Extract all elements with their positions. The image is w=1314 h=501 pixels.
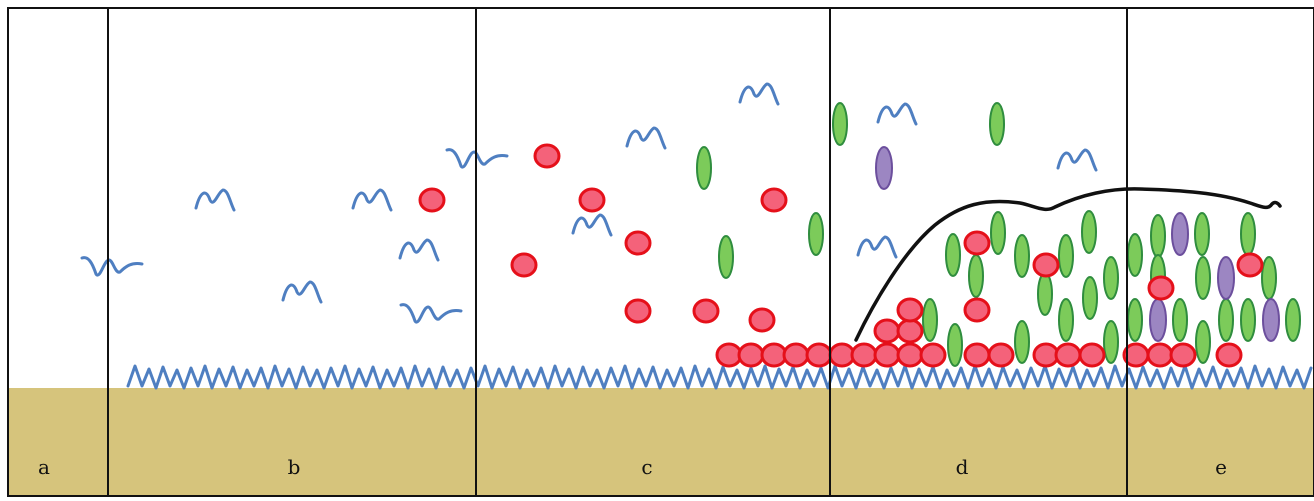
panel-label-b: b bbox=[288, 455, 301, 479]
molecule-squiggle bbox=[1056, 148, 1098, 172]
panel-frame bbox=[7, 7, 1314, 497]
red-coccus-cell bbox=[873, 318, 901, 344]
purple-rod-cell bbox=[1217, 256, 1235, 300]
green-rod-cell bbox=[947, 323, 963, 367]
red-coccus-cell bbox=[624, 298, 652, 324]
green-rod-cell bbox=[968, 254, 984, 298]
red-coccus-cell bbox=[692, 298, 720, 324]
green-rod-cell bbox=[989, 102, 1005, 146]
green-rod-cell bbox=[1261, 256, 1277, 300]
molecule-squiggle bbox=[856, 235, 898, 259]
green-rod-cell bbox=[1127, 233, 1143, 277]
red-coccus-cell bbox=[963, 342, 991, 368]
red-coccus-cell bbox=[715, 342, 743, 368]
red-coccus-cell bbox=[760, 342, 788, 368]
red-coccus-cell bbox=[624, 230, 652, 256]
green-rod-cell bbox=[696, 146, 712, 190]
red-coccus-cell bbox=[1078, 342, 1106, 368]
green-rod-cell bbox=[808, 212, 824, 256]
green-rod-cell bbox=[990, 211, 1006, 255]
red-coccus-cell bbox=[850, 342, 878, 368]
panel-label-d: d bbox=[956, 455, 969, 479]
green-rod-cell bbox=[1127, 298, 1143, 342]
free-molecules bbox=[80, 82, 1098, 324]
red-coccus-cell bbox=[1215, 342, 1243, 368]
red-coccus-cell bbox=[896, 342, 924, 368]
bacterial-cells bbox=[418, 102, 1301, 368]
molecule-squiggle bbox=[281, 280, 323, 304]
red-coccus-cell bbox=[963, 230, 991, 256]
green-rod-cell bbox=[1037, 272, 1053, 316]
green-rod-cell bbox=[1082, 276, 1098, 320]
molecule-squiggle bbox=[398, 238, 440, 262]
panel-label-e: e bbox=[1215, 455, 1227, 479]
green-rod-cell bbox=[1195, 256, 1211, 300]
red-coccus-cell bbox=[1054, 342, 1082, 368]
red-coccus-cell bbox=[418, 187, 446, 213]
green-rod-cell bbox=[1014, 234, 1030, 278]
red-coccus-cell bbox=[748, 307, 776, 333]
purple-rod-cell bbox=[1171, 212, 1189, 256]
biofilm-matrix-outline bbox=[854, 187, 1282, 342]
red-coccus-cell bbox=[1169, 342, 1197, 368]
red-coccus-cell bbox=[987, 342, 1015, 368]
red-coccus-cell bbox=[1146, 342, 1174, 368]
red-coccus-cell bbox=[805, 342, 833, 368]
green-rod-cell bbox=[1014, 320, 1030, 364]
red-coccus-cell bbox=[1032, 252, 1060, 278]
green-rod-cell bbox=[1285, 298, 1301, 342]
red-coccus-cell bbox=[578, 187, 606, 213]
green-rod-cell bbox=[1058, 234, 1074, 278]
red-coccus-cell bbox=[533, 143, 561, 169]
green-rod-cell bbox=[1218, 298, 1234, 342]
purple-rod-cell bbox=[1149, 298, 1167, 342]
red-coccus-cell bbox=[896, 297, 924, 323]
molecule-squiggle bbox=[399, 303, 463, 324]
conditioning-film-layer bbox=[126, 364, 1313, 390]
red-coccus-cell bbox=[1032, 342, 1060, 368]
red-coccus-cell bbox=[919, 342, 947, 368]
conditioning-film-wave bbox=[126, 364, 1313, 390]
red-coccus-cell bbox=[963, 297, 991, 323]
molecule-squiggle bbox=[194, 188, 236, 212]
red-coccus-cell bbox=[760, 187, 788, 213]
green-rod-cell bbox=[922, 298, 938, 342]
green-rod-cell bbox=[1081, 210, 1097, 254]
panel-labels: a b c d e bbox=[38, 455, 1227, 479]
green-rod-cell bbox=[1150, 214, 1166, 258]
green-rod-cell bbox=[1195, 320, 1211, 364]
red-coccus-cell bbox=[1236, 252, 1264, 278]
molecule-squiggle bbox=[571, 213, 613, 237]
red-coccus-cell bbox=[782, 342, 810, 368]
molecule-squiggle bbox=[625, 126, 667, 150]
molecule-squiggle bbox=[738, 82, 780, 106]
red-coccus-cell bbox=[873, 342, 901, 368]
red-coccus-cell bbox=[828, 342, 856, 368]
substrate-surface bbox=[8, 388, 1314, 496]
red-coccus-cell bbox=[510, 252, 538, 278]
green-rod-cell bbox=[1240, 212, 1256, 256]
molecule-squiggle bbox=[876, 102, 918, 126]
green-rod-cell bbox=[1103, 320, 1119, 364]
green-rod-cell bbox=[832, 102, 848, 146]
purple-rod-cell bbox=[875, 146, 893, 190]
diagram-border bbox=[7, 7, 1314, 497]
purple-rod-cell bbox=[1262, 298, 1280, 342]
green-rod-cell bbox=[1103, 256, 1119, 300]
panel-label-a: a bbox=[38, 455, 50, 479]
red-coccus-cell bbox=[737, 342, 765, 368]
green-rod-cell bbox=[945, 233, 961, 277]
molecule-squiggle bbox=[351, 188, 393, 212]
molecule-squiggle bbox=[445, 148, 509, 169]
green-rod-cell bbox=[1172, 298, 1188, 342]
green-rod-cell bbox=[718, 235, 734, 279]
green-rod-cell bbox=[1058, 298, 1074, 342]
red-coccus-cell bbox=[896, 318, 924, 344]
red-coccus-cell bbox=[1147, 275, 1175, 301]
panel-label-c: c bbox=[641, 455, 652, 479]
green-rod-cell bbox=[1194, 212, 1210, 256]
green-rod-cell bbox=[1240, 298, 1256, 342]
